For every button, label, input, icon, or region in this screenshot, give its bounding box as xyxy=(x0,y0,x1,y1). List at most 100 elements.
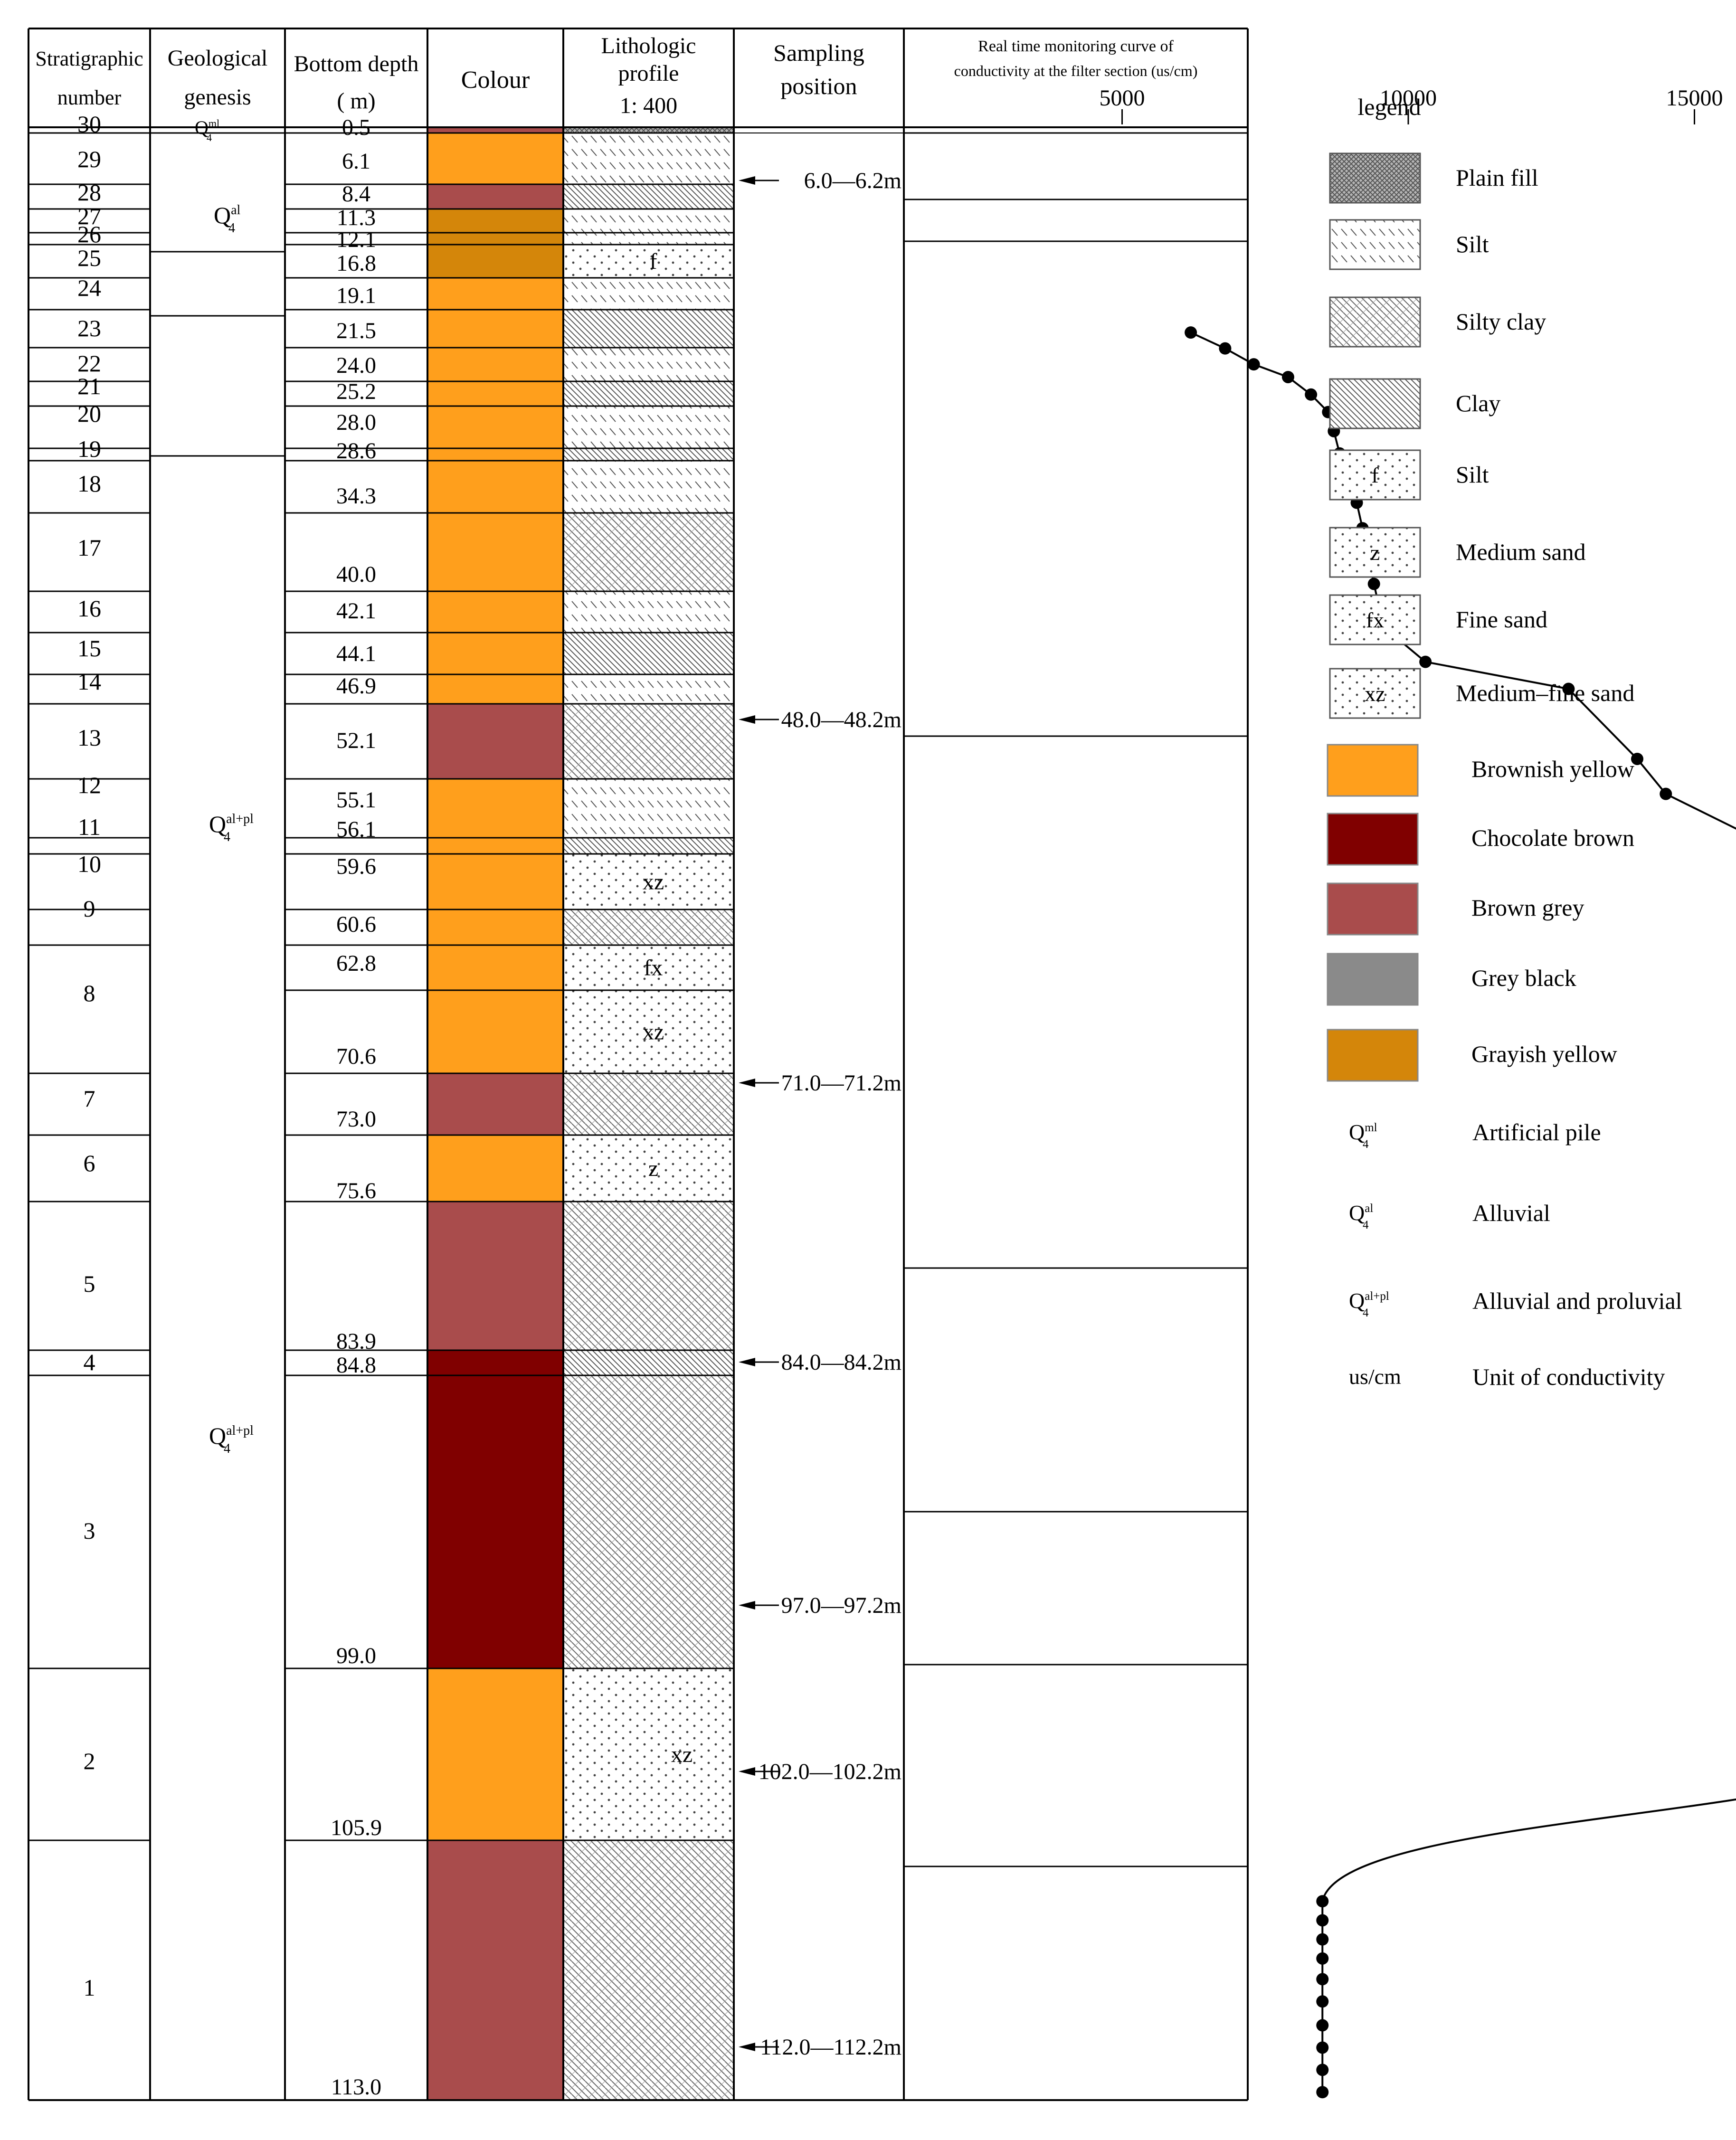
conductivity-point-2-9 xyxy=(1316,2086,1329,2099)
legend-swatch-10 xyxy=(1327,882,1419,936)
legend-swatch-1 xyxy=(1329,219,1421,270)
header-genesis-line2: genesis xyxy=(184,85,251,110)
header-depth-line1: Bottom depth xyxy=(294,51,419,76)
depth-value-2: 105.9 xyxy=(331,1815,382,1840)
depth-value-12: 55.1 xyxy=(336,787,376,813)
legend-symbol-15: Qal+pl 4 xyxy=(1349,1288,1389,1319)
strat-number-12: 12 xyxy=(77,772,101,798)
legend-label-15: Alluvial and proluvial xyxy=(1472,1288,1682,1314)
litho-cell-5 xyxy=(563,1202,734,1350)
header-depth-line2: ( m) xyxy=(337,88,375,114)
legend-label-4: Silt xyxy=(1456,461,1489,488)
header-curve-line1: Real time monitoring curve of xyxy=(978,38,1174,55)
legend-symbol-13: Qml 4 xyxy=(1349,1120,1377,1151)
strat-number-4: 4 xyxy=(84,1349,95,1375)
litho-cell-15 xyxy=(563,633,734,674)
legend-label-7: Medium–fine sand xyxy=(1456,680,1634,706)
legend-symbol-14: Qal 4 xyxy=(1349,1201,1373,1231)
legend-mark-6: fx xyxy=(1366,608,1384,632)
colour-cell-15 xyxy=(427,633,563,674)
litho-cell-7 xyxy=(563,1073,734,1135)
litho-cell-17 xyxy=(563,513,734,591)
legend-item-13: Qml 4 Artificial pile xyxy=(1349,1119,1601,1151)
conductivity-point-0-17 xyxy=(1631,752,1643,765)
colour-cell-18 xyxy=(427,461,563,513)
legend-item-6: fx Fine sand xyxy=(1329,594,1547,645)
strat-number-10: 10 xyxy=(77,851,101,877)
litho-cell-14 xyxy=(563,674,734,704)
sampling-label-3: 84.0—84.2m xyxy=(781,1350,901,1375)
sampling-arrow-head-6 xyxy=(739,2043,755,2051)
colour-cell-1 xyxy=(427,1840,563,2100)
table-grid xyxy=(28,28,1695,2101)
genesis-label-2: Qal+pl 4 xyxy=(209,811,254,844)
conductivity-point-0-12 xyxy=(1367,578,1380,590)
legend-swatch-3 xyxy=(1329,378,1421,429)
legend-title: legend xyxy=(1357,94,1421,120)
axis-tick-label-1: 10000 xyxy=(1380,85,1437,111)
colour-cell-14 xyxy=(427,674,563,704)
conductivity-point-2-2 xyxy=(1316,1933,1329,1946)
legend-item-8: Brownish yellow xyxy=(1327,744,1634,797)
sampling-marker-4: 97.0—97.2m xyxy=(739,1593,901,1618)
colour-cell-12 xyxy=(427,779,563,838)
litho-cell-28 xyxy=(563,184,734,209)
strat-number-23: 23 xyxy=(77,315,101,341)
litho-cell-27 xyxy=(563,209,734,233)
colour-cell-29 xyxy=(427,133,563,184)
depth-value-8: 70.6 xyxy=(336,1044,376,1069)
conductivity-point-2-7 xyxy=(1316,2041,1329,2054)
legend-label-5: Medium sand xyxy=(1456,539,1586,565)
colour-cell-28 xyxy=(427,184,563,209)
conductivity-point-0-16 xyxy=(1562,682,1575,695)
legend-swatch-5 xyxy=(1329,527,1421,578)
legend-swatch-6 xyxy=(1329,594,1421,645)
strat-number-2: 2 xyxy=(84,1748,95,1774)
depth-value-13: 52.1 xyxy=(336,728,376,753)
strat-number-8: 8 xyxy=(84,980,95,1006)
conductivity-point-0-3 xyxy=(1281,370,1294,383)
legend-item-12: Grayish yellow xyxy=(1327,1029,1617,1082)
colour-cell-26 xyxy=(427,233,563,245)
depth-value-4: 84.8 xyxy=(336,1353,376,1378)
conductivity-chart xyxy=(1185,326,1736,2099)
litho-cell-30 xyxy=(563,127,734,133)
sampling-label-0: 6.0—6.2m xyxy=(804,168,901,193)
header-strat-line2: number xyxy=(57,86,122,109)
colour-cell-8a xyxy=(427,945,563,990)
legend-label-13: Artificial pile xyxy=(1472,1119,1601,1146)
strat-number-16: 16 xyxy=(77,595,101,622)
legend-label-14: Alluvial xyxy=(1472,1200,1550,1226)
legend-item-1: Silt xyxy=(1329,219,1489,270)
sampling-marker-3: 84.0—84.2m xyxy=(739,1350,901,1375)
depth-value-22: 24.0 xyxy=(336,353,376,378)
colour-cell-17 xyxy=(427,513,563,591)
legend-symbol-16: us/cm xyxy=(1349,1364,1401,1389)
conductivity-point-2-4 xyxy=(1316,1973,1329,1986)
strat-number-15: 15 xyxy=(77,635,101,662)
litho-cell-22 xyxy=(563,348,734,381)
litho-cell-8 xyxy=(563,990,734,1073)
legend-swatch-8 xyxy=(1327,744,1419,797)
legend-swatch-7 xyxy=(1329,668,1421,719)
conductivity-point-2-8 xyxy=(1316,2064,1329,2076)
legend-item-16: us/cm Unit of conductivity xyxy=(1349,1364,1665,1390)
strat-number-24: 24 xyxy=(77,275,101,301)
header-sampling-line2: position xyxy=(780,73,857,99)
header-strat-line1: Stratigraphic xyxy=(35,47,143,70)
depth-value-15: 44.1 xyxy=(336,641,376,666)
depth-value-11: 56.1 xyxy=(336,817,376,842)
colour-cell-13 xyxy=(427,704,563,779)
sampling-arrow-head-2 xyxy=(739,1079,755,1087)
depth-value-29: 6.1 xyxy=(342,149,370,174)
sampling-marker-2: 71.0—71.2m xyxy=(739,1070,901,1096)
depth-value-21: 25.2 xyxy=(336,379,376,404)
depth-value-14: 46.9 xyxy=(336,673,376,699)
sampling-marker-1: 48.0—48.2m xyxy=(739,707,901,732)
legend-label-6: Fine sand xyxy=(1456,606,1547,633)
strat-number-14: 14 xyxy=(77,668,101,695)
litho-cell-23 xyxy=(563,310,734,348)
depth-value-28: 8.4 xyxy=(342,181,370,207)
litho-cell-16 xyxy=(563,591,734,633)
